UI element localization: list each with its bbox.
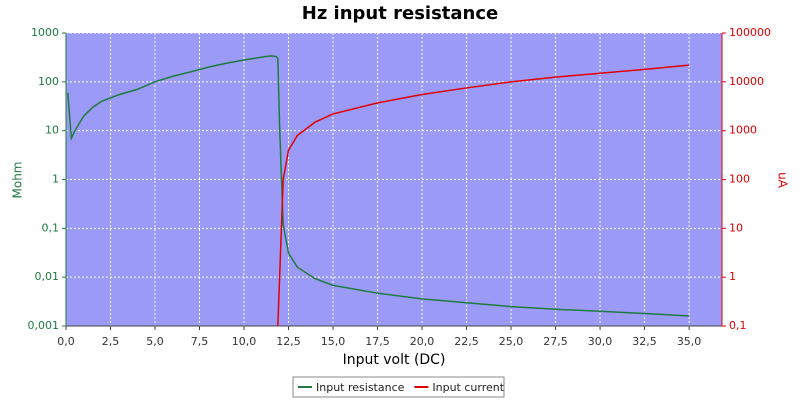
x-tick-label: 12,5	[276, 335, 301, 348]
x-tick-label: 30,0	[588, 335, 613, 348]
series-line	[277, 64, 690, 327]
y2-tick-label: 100000	[729, 26, 771, 39]
y2-tick-label: 10	[729, 221, 743, 234]
legend-label: Input current	[432, 381, 504, 394]
legend	[292, 376, 505, 398]
y-tick-label: 0,01	[35, 270, 60, 283]
y2-tick-label: 100	[729, 173, 750, 186]
y-axis-label: Mohm	[11, 162, 25, 199]
y-tick-label: 0,1	[42, 221, 60, 234]
chart-title: Hz input resistance	[302, 3, 499, 24]
y-tick-label: 1000	[31, 26, 59, 39]
x-axis-label: Input volt (DC)	[343, 352, 446, 368]
x-tick-label: 25,0	[499, 335, 524, 348]
series-line	[67, 55, 690, 317]
legend-label: Input resistance	[316, 381, 405, 394]
x-tick-label: 17,5	[365, 335, 390, 348]
x-tick-label: 15,0	[321, 335, 346, 348]
y2-tick-label: 0,1	[729, 319, 747, 332]
x-tick-label: 5,0	[146, 335, 164, 348]
y-tick-label: 10	[45, 124, 59, 137]
x-tick-label: 2,5	[102, 335, 120, 348]
x-tick-label: 10,0	[232, 335, 257, 348]
y-tick-label: 100	[38, 75, 59, 88]
y2-tick-label: 1	[729, 270, 736, 283]
x-tick-label: 20,0	[410, 335, 435, 348]
y2-tick-label: 10000	[729, 75, 764, 88]
y2-tick-label: 1000	[729, 124, 757, 137]
x-tick-label: 27,5	[543, 335, 568, 348]
y-tick-label: 0,001	[28, 319, 60, 332]
x-tick-label: 7,5	[191, 335, 209, 348]
x-tick-label: 32,5	[632, 335, 657, 348]
y2-axis-label: uA	[776, 172, 790, 189]
x-tick-label: 0,0	[57, 335, 75, 348]
y-tick-label: 1	[52, 173, 59, 186]
x-tick-label: 35,0	[677, 335, 702, 348]
x-tick-label: 22,5	[454, 335, 479, 348]
